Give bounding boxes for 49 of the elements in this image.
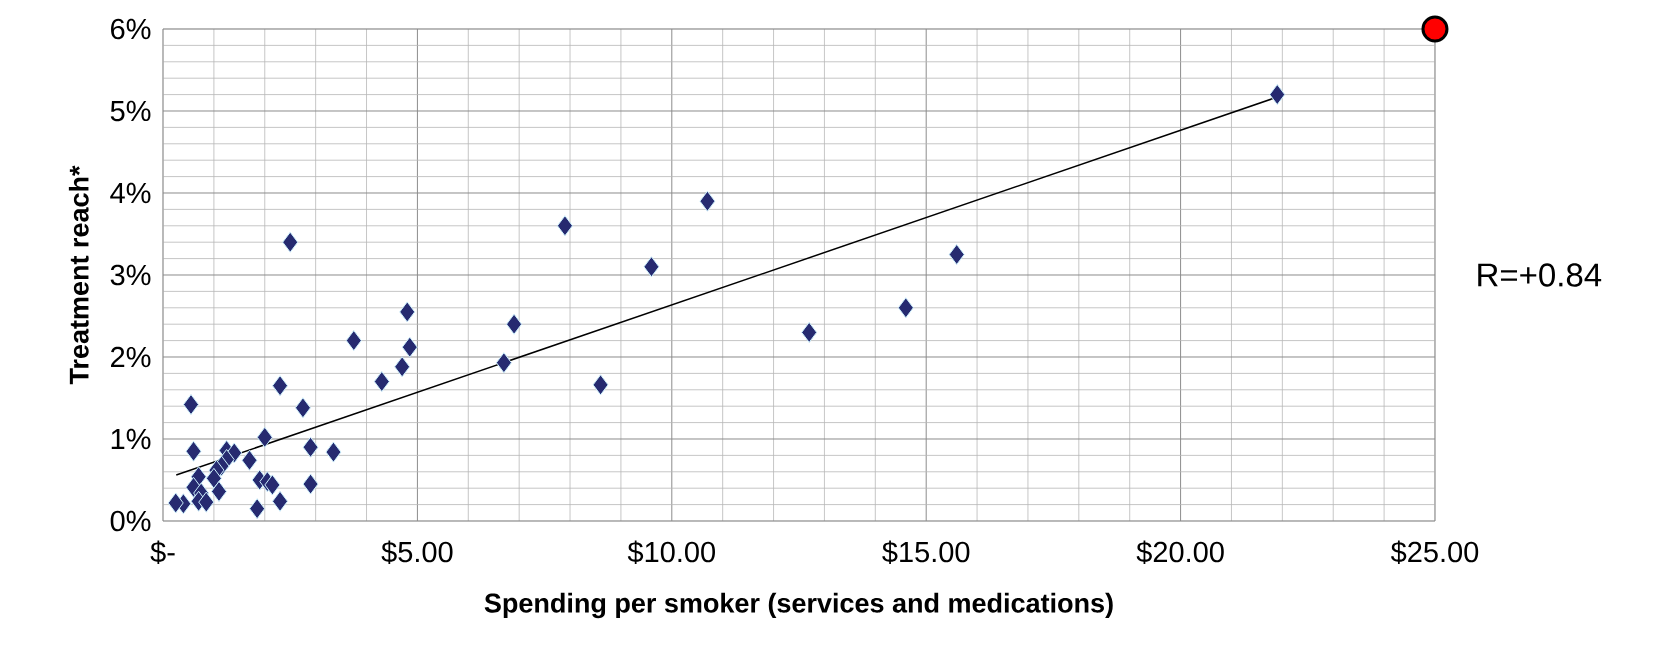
y-tick-label: 4% (110, 182, 151, 204)
point (495, 352, 512, 374)
point (897, 297, 914, 319)
x-axis-title: Spending per smoker (services and medications) (484, 592, 1113, 619)
point (183, 394, 199, 416)
y-tick-label: 3% (110, 264, 151, 286)
point (401, 336, 418, 358)
point (801, 321, 818, 343)
y-axis-title: Treatment reach* (68, 165, 89, 385)
point (592, 374, 609, 396)
point (556, 215, 573, 237)
point (345, 330, 362, 352)
point (282, 231, 299, 253)
point (699, 190, 716, 212)
y-tick-label: 6% (111, 18, 151, 40)
point (241, 449, 258, 471)
text: R=+0.84 (1478, 263, 1602, 287)
point (198, 491, 215, 513)
point (1421, 15, 1449, 43)
point (272, 375, 289, 397)
point (205, 467, 222, 489)
x-tick-label: $15.00 (882, 540, 970, 564)
point (506, 313, 523, 335)
point (373, 371, 390, 393)
point (394, 356, 411, 378)
x-tick-label: $10.00 (627, 540, 715, 564)
point (167, 492, 184, 514)
point (256, 426, 273, 448)
y-tick-label: 1% (111, 428, 151, 450)
y-tick-label: 5% (110, 100, 151, 122)
point (249, 498, 266, 520)
x-tick-label: $20.00 (1136, 540, 1224, 564)
point (210, 480, 227, 502)
x-tick-label: $- (150, 540, 175, 564)
point (325, 441, 342, 463)
y-tick-label: 2% (111, 346, 151, 368)
x-tick-label: $25.00 (1390, 540, 1479, 564)
point (399, 301, 416, 323)
point (948, 243, 965, 265)
point (272, 490, 289, 512)
point (302, 473, 319, 495)
point (302, 436, 319, 458)
point (643, 256, 660, 278)
point (264, 474, 281, 496)
point (294, 397, 311, 419)
y-tick-label: 0% (110, 510, 151, 532)
point (1269, 84, 1286, 106)
x-tick-label: $5.00 (381, 540, 453, 564)
point (185, 440, 202, 462)
